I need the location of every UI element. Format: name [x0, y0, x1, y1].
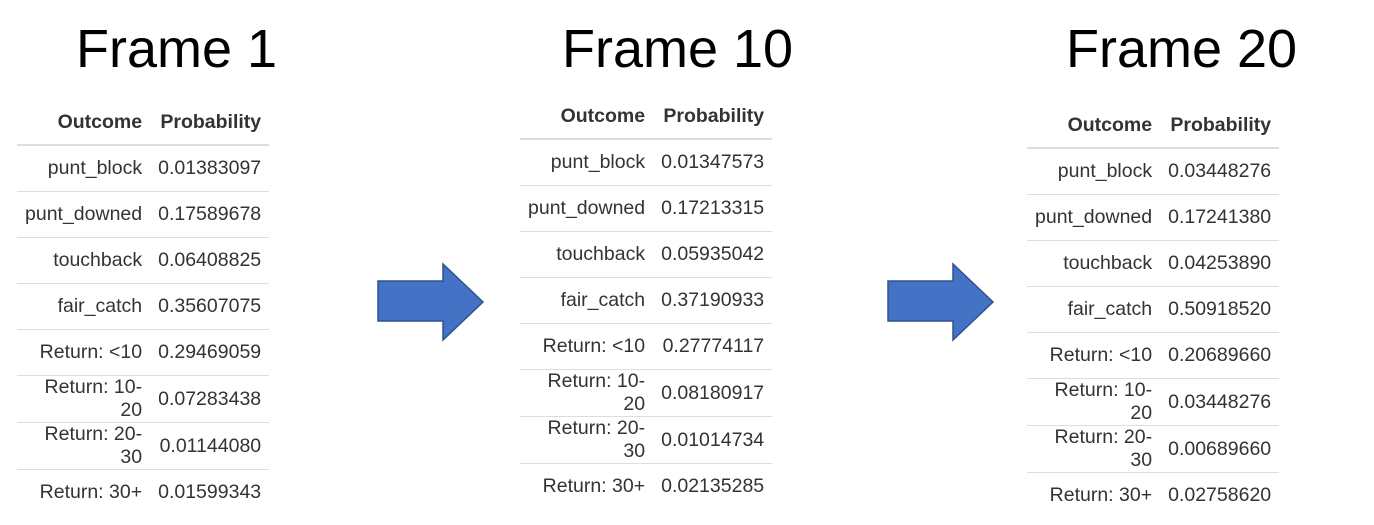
probability-cell: 0.35607075: [150, 283, 270, 330]
table-header-row: Outcome Probability: [17, 101, 270, 146]
probability-cell: 0.01014734: [653, 416, 773, 464]
table-row: fair_catch 0.37190933: [520, 277, 773, 324]
outcome-cell: Return: 20-30: [520, 416, 654, 464]
outcome-cell: Return: <10: [1027, 332, 1161, 379]
table-header-row: Outcome Probability: [520, 95, 773, 140]
outcome-cell: punt_block: [550, 151, 646, 173]
probability-cell: 0.01383097: [158, 157, 262, 179]
probability-cell: 0.01144080: [150, 422, 270, 470]
outcome-cell: Return: 10-20: [520, 369, 654, 417]
table-row: Return: 30+ 0.02135285: [520, 463, 773, 509]
table-row: Return: <10 0.27774117: [520, 323, 773, 370]
outcome-cell: Return: 30+: [1027, 472, 1161, 518]
outcome-cell: Return: 20-30: [1027, 425, 1161, 473]
probability-cell: 0.20689660: [1160, 332, 1280, 379]
outcome-cell: fair_catch: [17, 283, 151, 330]
probability-cell: 0.27774117: [653, 323, 773, 370]
frame-title: Frame 10: [562, 19, 794, 79]
table-row: fair_catch 0.50918520: [1027, 286, 1280, 333]
probability-table: Outcome Probability punt_block 0.03448276…: [1027, 104, 1280, 518]
outcome-cell: punt_downed: [520, 185, 654, 232]
column-header-outcome: Outcome: [1027, 104, 1161, 149]
column-header-outcome: Outcome: [520, 95, 654, 140]
probability-cell: 0.37190933: [653, 277, 773, 324]
table-row: touchback 0.06408825: [17, 237, 270, 284]
table-row: punt_downed 0.17213315: [520, 185, 773, 232]
outcome-cell: touchback: [520, 231, 654, 278]
outcome-cell: punt_downed: [1027, 194, 1161, 241]
outcome-cell: Return: 30+: [520, 463, 654, 509]
table-row: Return: <10 0.29469059: [17, 329, 270, 376]
table-row: Return: 10-20 0.07283438: [17, 375, 270, 423]
probability-cell: 0.17589678: [150, 191, 270, 238]
column-header-probability: Probability: [1160, 104, 1280, 149]
outcome-cell: fair_catch: [1027, 286, 1161, 333]
table-row: Return: 20-30 0.00689660: [1027, 425, 1280, 473]
outcome-cell: Return: 20-30: [17, 422, 151, 470]
table-row: punt_downed 0.17589678: [17, 191, 270, 238]
table-header-row: Outcome Probability: [1027, 104, 1280, 149]
outcome-cell: fair_catch: [520, 277, 654, 324]
table-row: punt_block 0.03448276: [1027, 148, 1279, 195]
probability-cell: 0.04253890: [1160, 240, 1280, 287]
probability-cell: 0.06408825: [150, 237, 270, 284]
table-row: Return: <10 0.20689660: [1027, 332, 1280, 379]
table-row: Return: 20-30 0.01144080: [17, 422, 270, 470]
probability-cell: 0.02758620: [1160, 472, 1280, 518]
probability-cell: 0.17213315: [653, 185, 773, 232]
column-header-probability: Probability: [653, 95, 773, 140]
outcome-cell: Return: <10: [520, 323, 654, 370]
table-row: punt_block 0.01347573: [520, 139, 772, 186]
table-row: Return: 10-20 0.08180917: [520, 369, 773, 417]
outcome-cell: Return: <10: [17, 329, 151, 376]
outcome-cell: touchback: [17, 237, 151, 284]
outcome-cell: punt_downed: [17, 191, 151, 238]
probability-cell: 0.03448276: [1160, 378, 1280, 426]
frame-title: Frame 20: [1066, 19, 1298, 79]
probability-cell: 0.02135285: [653, 463, 773, 509]
probability-cell: 0.05935042: [653, 231, 773, 278]
probability-cell: 0.07283438: [150, 375, 270, 423]
outcome-cell: punt_block: [1057, 160, 1153, 182]
frame-title: Frame 1: [76, 19, 278, 79]
table-row: touchback 0.05935042: [520, 231, 773, 278]
right-arrow-icon: [377, 262, 485, 342]
column-header-outcome: Outcome: [17, 101, 151, 146]
probability-cell: 0.00689660: [1160, 425, 1280, 473]
outcome-cell: touchback: [1027, 240, 1161, 287]
table-row: Return: 30+ 0.01599343: [17, 469, 270, 515]
probability-cell: 0.01599343: [150, 469, 270, 515]
probability-cell: 0.03448276: [1168, 160, 1272, 182]
probability-cell: 0.17241380: [1160, 194, 1280, 241]
probability-cell: 0.50918520: [1160, 286, 1280, 333]
column-header-probability: Probability: [150, 101, 270, 146]
table-row: punt_block 0.01383097: [17, 145, 269, 192]
right-arrow-icon: [887, 262, 995, 342]
outcome-cell: punt_block: [47, 157, 143, 179]
probability-cell: 0.29469059: [150, 329, 270, 376]
outcome-cell: Return: 30+: [17, 469, 151, 515]
table-row: fair_catch 0.35607075: [17, 283, 270, 330]
table-row: Return: 30+ 0.02758620: [1027, 472, 1280, 518]
probability-cell: 0.01347573: [661, 151, 765, 173]
outcome-cell: Return: 10-20: [1027, 378, 1161, 426]
probability-cell: 0.08180917: [653, 369, 773, 417]
table-row: Return: 20-30 0.01014734: [520, 416, 773, 464]
table-row: touchback 0.04253890: [1027, 240, 1280, 287]
table-row: Return: 10-20 0.03448276: [1027, 378, 1280, 426]
probability-table: Outcome Probability punt_block 0.01347573…: [520, 95, 773, 509]
table-row: punt_downed 0.17241380: [1027, 194, 1280, 241]
outcome-cell: Return: 10-20: [17, 375, 151, 423]
probability-table: Outcome Probability punt_block 0.01383097…: [17, 101, 270, 515]
